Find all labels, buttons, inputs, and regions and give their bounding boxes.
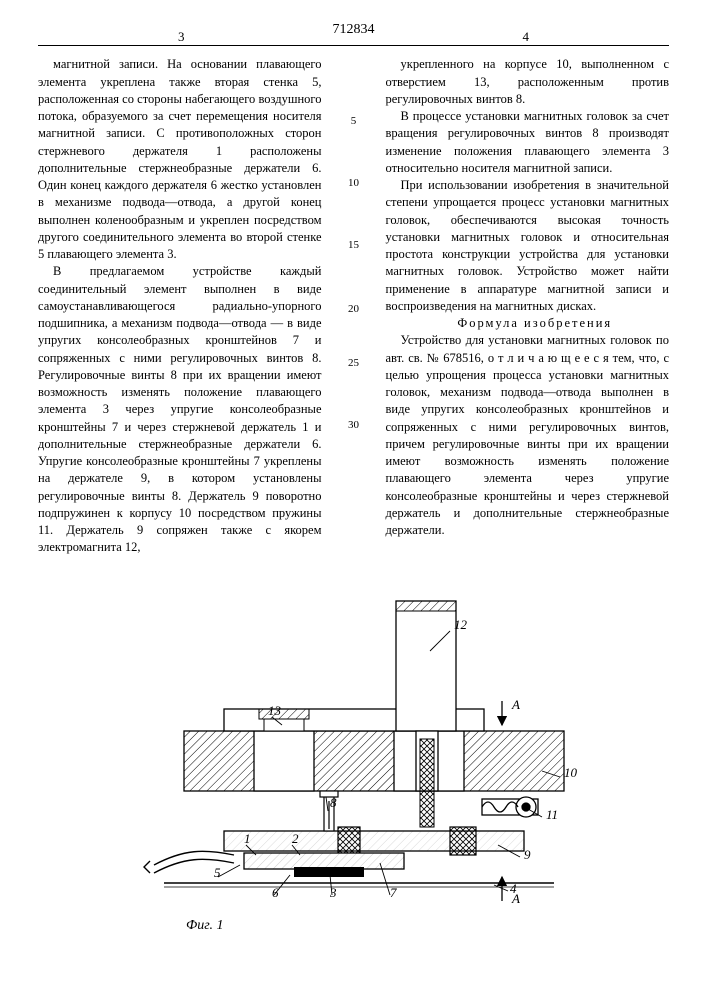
callout-4: 4 xyxy=(510,881,517,896)
line-mark: 20 xyxy=(346,302,362,317)
line-mark: 5 xyxy=(346,114,362,129)
para: При использовании изобретения в значител… xyxy=(386,177,670,315)
callout-13: 13 xyxy=(268,703,282,718)
para: магнитной записи. На основании плавающег… xyxy=(38,56,322,263)
patent-number: 712834 xyxy=(38,20,669,39)
figure-1: A A 12131011981256374 Фиг. xyxy=(38,581,669,941)
callout-2: 2 xyxy=(292,831,299,846)
column-left: магнитной записи. На основании плавающег… xyxy=(38,56,322,556)
figure-caption: Фиг. 1 xyxy=(186,918,224,933)
callout-11: 11 xyxy=(546,807,558,822)
column-right: укрепленного на корпусе 10, выполненном … xyxy=(386,56,670,556)
callout-3: 3 xyxy=(329,885,337,900)
para: В предлагаемом устройстве каждый соедини… xyxy=(38,263,322,556)
callout-9: 9 xyxy=(524,847,531,862)
rule xyxy=(38,45,669,46)
section-label-top: A xyxy=(511,697,520,712)
page-number-right: 4 xyxy=(523,28,530,46)
formula-title: Формула изобретения xyxy=(386,315,670,332)
para: В процессе установки магнитных головок з… xyxy=(386,108,670,177)
line-mark: 10 xyxy=(346,176,362,191)
line-mark: 25 xyxy=(346,356,362,371)
callout-8: 8 xyxy=(330,795,337,810)
para: Устройство для установки магнитных голов… xyxy=(386,332,670,539)
callout-7: 7 xyxy=(390,885,397,900)
line-mark: 15 xyxy=(346,238,362,253)
para: укрепленного на корпусе 10, выполненном … xyxy=(386,56,670,108)
callout-12: 12 xyxy=(454,617,468,632)
callout-10: 10 xyxy=(564,765,578,780)
line-number-gutter: 5 10 15 20 25 30 xyxy=(346,56,362,556)
page-number-left: 3 xyxy=(178,28,185,46)
line-mark: 30 xyxy=(346,418,362,433)
callout-1: 1 xyxy=(244,831,251,846)
text-columns: магнитной записи. На основании плавающег… xyxy=(38,56,669,556)
figure-svg: A A 12131011981256374 Фиг. xyxy=(94,581,614,941)
callout-5: 5 xyxy=(214,865,221,880)
callout-6: 6 xyxy=(272,885,279,900)
